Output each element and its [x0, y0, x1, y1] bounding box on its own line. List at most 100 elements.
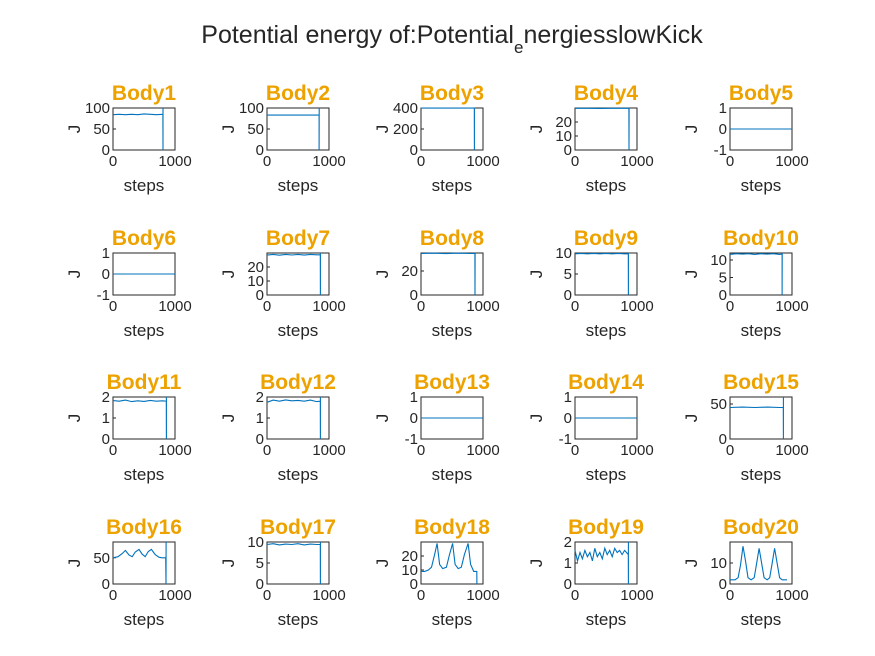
- y-axis-label: J: [219, 270, 238, 279]
- y-tick-label: 0: [564, 576, 572, 593]
- x-tick-label: 0: [417, 153, 425, 170]
- series-line: [574, 542, 629, 585]
- y-tick-label: 0: [410, 410, 418, 427]
- x-tick-label: 0: [571, 442, 579, 459]
- y-tick-label: 0: [256, 431, 264, 448]
- x-tick-label: 1000: [158, 587, 191, 604]
- x-axis-label: steps: [741, 465, 782, 484]
- subplot-body9: Body9 0 5 10 0 1000 steps J: [527, 227, 654, 340]
- y-tick-label: 20: [247, 259, 264, 276]
- subplot-body11: Body11 0 1 2 0 1000 steps J: [65, 371, 192, 484]
- series-line: [574, 252, 629, 296]
- x-axis-label: steps: [278, 610, 319, 629]
- x-axis-label: steps: [124, 465, 165, 484]
- x-axis-label: steps: [124, 176, 165, 195]
- y-tick-label: 10: [555, 128, 572, 145]
- x-tick-label: 0: [263, 153, 271, 170]
- y-tick-label: 20: [555, 114, 572, 131]
- x-tick-label: 1000: [466, 442, 499, 459]
- subplot-title: Body14: [568, 371, 644, 394]
- y-axis-label: J: [65, 559, 84, 568]
- y-tick-label: 0: [256, 576, 264, 593]
- x-tick-label: 1000: [312, 153, 345, 170]
- series-line: [267, 107, 320, 151]
- subplot-body17: Body17 0 5 10 0 1000 steps J: [219, 516, 346, 629]
- subplot-title: Body6: [112, 227, 176, 250]
- x-tick-label: 0: [726, 153, 734, 170]
- y-tick-label: 5: [256, 555, 264, 572]
- y-tick-label: 10: [247, 273, 264, 290]
- series-line: [266, 542, 321, 585]
- x-axis-label: steps: [278, 465, 319, 484]
- y-tick-label: 0: [410, 576, 418, 593]
- y-tick-label: 0: [256, 142, 264, 159]
- y-tick-label: 50: [93, 550, 110, 567]
- x-axis-label: steps: [432, 321, 473, 340]
- series-line: [730, 546, 787, 581]
- x-tick-label: 1000: [620, 442, 653, 459]
- y-axis-label: J: [527, 125, 546, 134]
- x-axis-label: steps: [586, 321, 627, 340]
- y-tick-label: 2: [102, 389, 110, 406]
- x-axis-label: steps: [586, 176, 627, 195]
- subplot-title: Body2: [266, 82, 330, 105]
- subplot-title: Body10: [723, 227, 799, 250]
- x-tick-label: 1000: [158, 153, 191, 170]
- y-tick-label: 1: [410, 389, 418, 406]
- subplot-body3: Body3 0 200 400 0 1000 steps J: [373, 82, 500, 195]
- axes-box: [266, 396, 330, 440]
- subplot-title: Body5: [729, 82, 794, 105]
- subplot-title: Body19: [568, 516, 644, 539]
- x-axis-label: steps: [278, 176, 319, 195]
- figure-title-main: Potential energy of:Potential: [201, 21, 514, 49]
- x-axis-label: steps: [124, 610, 165, 629]
- series-line: [575, 107, 630, 151]
- x-tick-label: 0: [109, 442, 117, 459]
- figure-title: Potential energy of:Potentialenergiesslo…: [201, 21, 703, 57]
- y-axis-label: J: [527, 559, 546, 568]
- axes-box: [112, 396, 176, 440]
- x-tick-label: 0: [263, 298, 271, 315]
- axes-box: [266, 541, 330, 585]
- subplot-body19: Body19 0 1 2 0 1000 steps J: [527, 516, 654, 629]
- x-axis-label: steps: [432, 176, 473, 195]
- y-tick-label: 0: [102, 431, 110, 448]
- y-axis-label: J: [65, 414, 84, 423]
- y-tick-label: 1: [102, 245, 110, 262]
- subplot-title: Body4: [574, 82, 639, 105]
- y-tick-label: 1: [102, 410, 110, 427]
- axes-box: [729, 396, 793, 440]
- x-tick-label: 1000: [775, 442, 808, 459]
- y-tick-label: 0: [719, 431, 727, 448]
- y-tick-label: 400: [393, 100, 418, 117]
- y-tick-label: -1: [405, 431, 418, 448]
- y-axis-label: J: [527, 270, 546, 279]
- y-tick-label: 50: [247, 121, 264, 138]
- x-tick-label: 0: [571, 587, 579, 604]
- x-tick-label: 1000: [312, 587, 345, 604]
- y-tick-label: 0: [102, 142, 110, 159]
- x-axis-label: steps: [741, 321, 782, 340]
- x-tick-label: 0: [726, 587, 734, 604]
- y-tick-label: 20: [401, 263, 418, 280]
- x-tick-label: 0: [109, 298, 117, 315]
- y-tick-label: 0: [102, 576, 110, 593]
- series-line: [729, 252, 783, 296]
- x-axis-label: steps: [278, 321, 319, 340]
- subplot-title: Body18: [414, 516, 490, 539]
- y-axis-label: J: [682, 414, 701, 423]
- x-tick-label: 1000: [620, 298, 653, 315]
- y-axis-label: J: [373, 270, 392, 279]
- x-tick-label: 0: [109, 587, 117, 604]
- y-tick-label: 5: [564, 266, 572, 283]
- axes-box: [420, 541, 484, 585]
- x-tick-label: 1000: [466, 298, 499, 315]
- x-tick-label: 1000: [158, 442, 191, 459]
